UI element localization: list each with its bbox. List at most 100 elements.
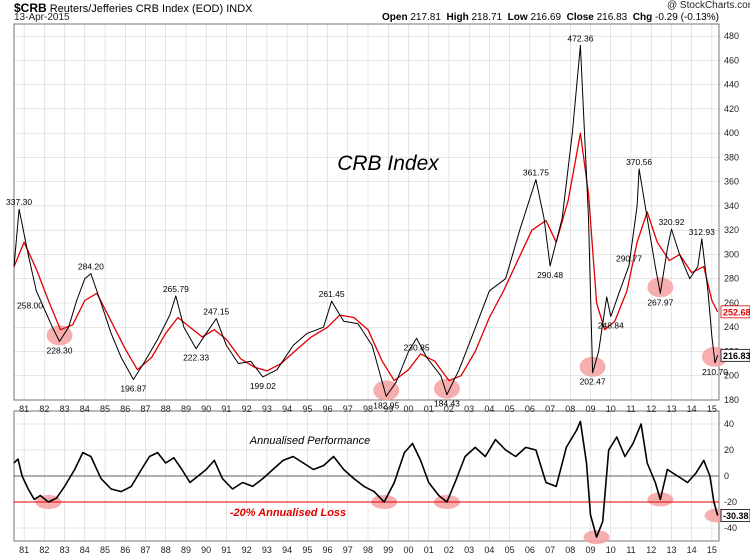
x-tick-label: 97 (343, 404, 353, 414)
price-annotation: 230.85 (404, 342, 430, 352)
x-tick-label: 07 (545, 545, 555, 555)
x-tick-label: 13 (666, 545, 676, 555)
x-tick-label: 07 (545, 404, 555, 414)
crb-price-line (13, 44, 719, 397)
price-annotation: 320.92 (658, 217, 684, 227)
x-tick-label: 12 (646, 404, 656, 414)
x-tick-label: 81 (19, 404, 29, 414)
high-value: 218.71 (471, 12, 503, 23)
y-tick-label: 340 (724, 201, 739, 211)
x-tick-label: 97 (343, 545, 353, 555)
x-tick-label: 84 (80, 404, 90, 414)
chart-header: $CRB Reuters/Jefferies CRB Index (EOD) I… (0, 0, 750, 23)
x-tick-label: 02 (444, 404, 454, 414)
x-tick-label: 92 (242, 545, 252, 555)
x-tick-label: 14 (687, 545, 697, 555)
x-tick-label: 93 (262, 545, 272, 555)
x-tick-label: 95 (302, 404, 312, 414)
x-tick-label: 03 (464, 545, 474, 555)
x-tick-label: 89 (181, 404, 191, 414)
annualised-performance-line (13, 420, 719, 538)
price-last-value: 216.83 (723, 351, 750, 361)
low-highlight (647, 277, 674, 298)
x-tick-label: 85 (100, 404, 110, 414)
y-tick-label: 420 (724, 104, 739, 114)
x-tick-label: 89 (181, 545, 191, 555)
x-tick-label: 83 (60, 404, 70, 414)
x-tick-label: 02 (444, 545, 454, 555)
x-tick-label: 90 (201, 404, 211, 414)
low-value: 216.69 (530, 12, 562, 23)
price-annotation: 290.77 (616, 254, 642, 264)
x-tick-label: 00 (403, 545, 413, 555)
x-tick-label: 93 (262, 404, 272, 414)
price-annotation: 370.56 (626, 157, 652, 167)
y-tick-label: 460 (724, 55, 739, 65)
top-panel-frame (13, 23, 720, 401)
y-tick-label: -40 (724, 523, 737, 533)
y-tick-label: 0 (724, 471, 729, 481)
index-name: Reuters/Jefferies CRB Index (EOD) (49, 3, 224, 15)
price-annotation: 196.87 (120, 384, 146, 394)
x-tick-label: 09 (586, 404, 596, 414)
x-tick-label: 01 (424, 404, 434, 414)
y-tick-label: 260 (724, 298, 739, 308)
low-label: Low (507, 12, 528, 23)
x-tick-label: 05 (505, 545, 515, 555)
price-annotation: 258.00 (17, 300, 43, 310)
y-tick-label: 400 (724, 128, 739, 138)
y-tick-label: 40 (724, 419, 734, 429)
x-tick-label: 81 (19, 545, 29, 555)
y-tick-label: 440 (724, 80, 739, 90)
x-tick-label: 01 (424, 545, 434, 555)
x-tick-label: 94 (282, 545, 292, 555)
x-tick-label: 04 (484, 545, 494, 555)
x-tick-label: 83 (60, 545, 70, 555)
price-annotation: 199.02 (250, 381, 276, 391)
x-tick-label: 91 (221, 404, 231, 414)
y-tick-label: -20 (724, 497, 737, 507)
symbol-line: $CRB Reuters/Jefferies CRB Index (EOD) I… (14, 1, 253, 15)
x-tick-label: 06 (525, 404, 535, 414)
y-tick-label: 20 (724, 445, 734, 455)
price-annotation: 184.43 (434, 399, 460, 409)
y-tick-label: 280 (724, 274, 739, 284)
x-tick-label: 98 (363, 404, 373, 414)
price-annotation: 312.93 (689, 227, 715, 237)
y-tick-label: 180 (724, 395, 739, 405)
price-annotation: 361.75 (523, 168, 549, 178)
x-tick-label: 86 (120, 404, 130, 414)
price-annotation: 290.48 (537, 270, 563, 280)
moving-average-line (13, 132, 719, 382)
x-tick-label: 87 (140, 545, 150, 555)
close-value: 216.83 (596, 12, 628, 23)
price-annotation: 337.30 (6, 197, 32, 207)
x-tick-label: 09 (586, 545, 596, 555)
x-tick-label: 86 (120, 545, 130, 555)
exchange-label: INDX (226, 3, 253, 15)
x-tick-label: 91 (221, 545, 231, 555)
low-highlight (373, 380, 400, 401)
x-tick-label: 06 (525, 545, 535, 555)
x-tick-label: 94 (282, 404, 292, 414)
price-annotation: 222.33 (183, 353, 209, 363)
price-annotation: 202.47 (580, 377, 606, 387)
x-tick-label: 08 (565, 545, 575, 555)
close-label: Close (566, 12, 594, 23)
stockcharts-brand[interactable]: @ StockCharts.com (667, 0, 750, 11)
low-highlight (433, 378, 460, 399)
price-annotation: 247.15 (203, 307, 229, 317)
x-tick-label: 10 (606, 404, 616, 414)
x-tick-label: 12 (646, 545, 656, 555)
price-last-value-box (720, 348, 750, 362)
price-annotation: 284.20 (78, 262, 104, 272)
y-tick-label: 380 (724, 152, 739, 162)
x-tick-label: 99 (383, 404, 393, 414)
price-annotation: 228.30 (47, 345, 73, 355)
panel-title: Annualised Performance (249, 435, 370, 447)
y-tick-label: 240 (724, 322, 739, 332)
chart-title: CRB Index (337, 152, 440, 175)
x-tick-label: 11 (626, 545, 635, 555)
quote-line: Open 217.81 High 218.71 Low 216.69 Close… (382, 12, 719, 23)
x-tick-label: 05 (505, 404, 515, 414)
